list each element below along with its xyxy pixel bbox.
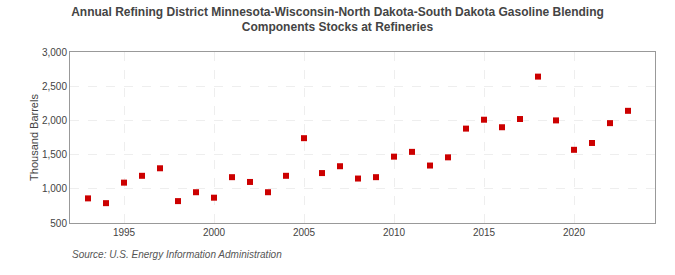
svg-text:1,000: 1,000 bbox=[42, 183, 67, 194]
svg-text:3,000: 3,000 bbox=[42, 47, 67, 58]
svg-text:1995: 1995 bbox=[113, 227, 136, 238]
svg-text:Annual Refining District Minne: Annual Refining District Minnesota-Wisco… bbox=[71, 5, 604, 35]
svg-text:2000: 2000 bbox=[203, 227, 226, 238]
svg-text:2,000: 2,000 bbox=[42, 115, 67, 126]
svg-text:2005: 2005 bbox=[293, 227, 316, 238]
svg-text:2020: 2020 bbox=[563, 227, 586, 238]
svg-text:Thousand Barrels: Thousand Barrels bbox=[28, 94, 40, 181]
svg-text:500: 500 bbox=[50, 218, 67, 229]
svg-text:Source: U.S. Energy Informatio: Source: U.S. Energy Information Administ… bbox=[72, 249, 282, 260]
svg-text:2,500: 2,500 bbox=[42, 81, 67, 92]
svg-text:2015: 2015 bbox=[473, 227, 496, 238]
svg-text:1,500: 1,500 bbox=[42, 149, 67, 160]
svg-text:2010: 2010 bbox=[383, 227, 406, 238]
